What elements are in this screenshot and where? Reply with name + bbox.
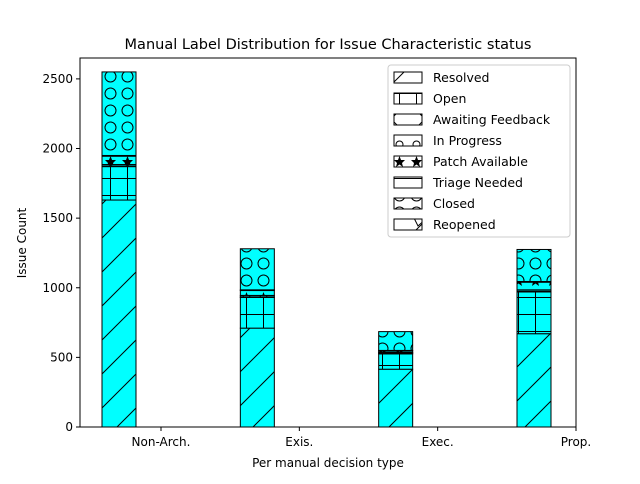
legend-label: Reopened <box>433 217 496 232</box>
bar-segment-resolved-2 <box>378 368 414 428</box>
bar-segment-resolved-3 <box>516 333 552 428</box>
legend-swatch <box>393 197 423 210</box>
legend-swatch <box>393 218 423 231</box>
bar-segment-closed-0 <box>101 71 137 156</box>
bar-segment-open-2 <box>378 353 414 370</box>
legend-swatch <box>393 113 423 126</box>
x-tick-label: Exec. <box>422 435 454 449</box>
legend-swatch <box>393 71 423 84</box>
x-tick-label: Prop. <box>561 435 591 449</box>
bar-segment-closed-1 <box>239 248 275 291</box>
bar-segment-open-0 <box>101 166 137 201</box>
chart-title: Manual Label Distribution for Issue Char… <box>125 37 532 53</box>
legend-label: Awaiting Feedback <box>433 112 551 127</box>
y-tick-label: 2000 <box>42 142 73 156</box>
legend-swatch <box>393 92 423 105</box>
legend-swatch <box>393 155 423 168</box>
legend-label: Closed <box>433 196 475 211</box>
bar-segment-open-3 <box>516 291 552 335</box>
x-axis-label: Per manual decision type <box>252 456 404 470</box>
x-tick-label: Non-Arch. <box>132 435 191 449</box>
y-tick-label: 1000 <box>42 281 73 295</box>
y-tick-label: 0 <box>65 420 73 434</box>
legend-label: Triage Needed <box>432 175 523 190</box>
plot-frame <box>79 57 577 428</box>
bar-segment-open-1 <box>239 297 275 329</box>
y-axis-label: Issue Count <box>15 207 29 278</box>
x-tick-label: Exis. <box>285 435 313 449</box>
y-tick-label: 500 <box>50 350 73 364</box>
bar-segment-patch-available-1 <box>239 290 275 296</box>
bar-segment-patch-available-0 <box>101 155 137 166</box>
legend-swatch <box>393 134 423 147</box>
legend-label: Open <box>433 91 466 106</box>
legend-label: Resolved <box>433 70 489 85</box>
bar-segment-closed-3 <box>516 248 552 282</box>
y-tick-label: 1500 <box>42 211 73 225</box>
bar-segment-closed-2 <box>378 331 414 351</box>
bar-segment-resolved-1 <box>239 327 275 428</box>
legend-label: In Progress <box>433 133 502 148</box>
legend-label: Patch Available <box>433 154 528 169</box>
bar-segment-resolved-0 <box>101 199 137 428</box>
bar-segment-patch-available-3 <box>516 281 552 291</box>
legend-swatch <box>393 176 423 189</box>
legend-box <box>387 64 571 238</box>
y-tick-label: 2500 <box>42 72 73 86</box>
